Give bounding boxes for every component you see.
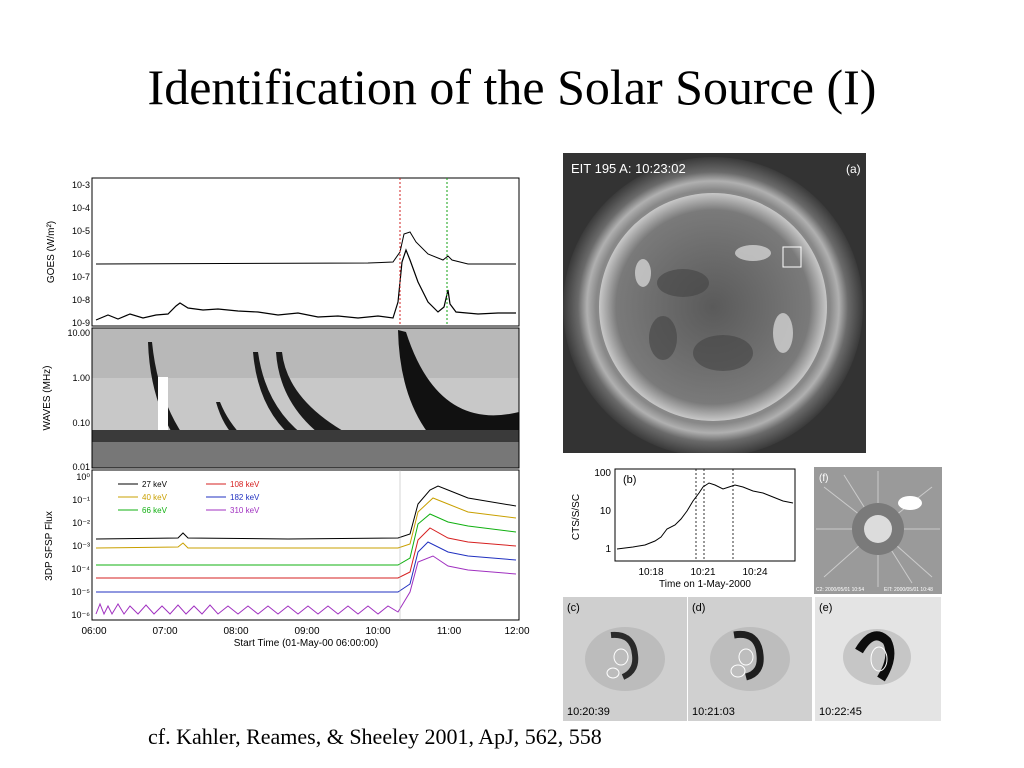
- sfsp-tick: 10⁻⁶: [72, 610, 91, 620]
- panel-a-letter: (a): [846, 162, 861, 176]
- goes-long-curve: [95, 231, 516, 265]
- goes-tick: 10-9: [72, 318, 90, 328]
- panel-d-time: 10:21:03: [692, 706, 735, 718]
- panel-f-caption-right: EIT: 2000/05/01 10:48: [884, 587, 933, 593]
- sfsp-tick: 10⁻¹: [72, 495, 90, 505]
- sfsp-tick: 10⁻⁵: [72, 587, 91, 597]
- goes-tick: 10-8: [72, 295, 90, 305]
- waves-tick: 10.00: [67, 328, 90, 338]
- waves-ylabel: WAVES (MHz): [42, 366, 53, 431]
- x-tick: 07:00: [152, 626, 177, 637]
- panel-d-image: (d) 10:21:03: [688, 597, 812, 721]
- sfsp-panel: 3DP SFSP Flux 10⁰ 10⁻¹ 10⁻² 10⁻³ 10⁻⁴ 10…: [44, 469, 520, 621]
- panel-f-caption-left: C2: 2000/05/01 10:54: [816, 587, 864, 593]
- panel-b-ytick: 1: [605, 544, 611, 555]
- panel-b-ytick: 10: [600, 506, 612, 517]
- goes-ylabel: GOES (W/m²): [46, 221, 57, 283]
- panel-d-letter: (d): [692, 602, 705, 614]
- legend-item: 108 keV: [230, 480, 260, 489]
- panel-e-time: 10:22:45: [819, 706, 862, 718]
- sfsp-tick: 10⁻³: [72, 541, 90, 551]
- slide-title: Identification of the Solar Source (I): [147, 59, 877, 115]
- legend-item: 182 keV: [230, 493, 260, 502]
- panel-c-letter: (c): [567, 602, 580, 614]
- legend-item: 40 keV: [142, 493, 168, 502]
- x-axis-label: Start Time (01-May-00 06:00:00): [234, 638, 379, 649]
- panel-b-letter: (b): [623, 474, 636, 486]
- panel-b-ytick: 100: [594, 468, 611, 479]
- goes-panel: GOES (W/m²) 10-3 10-4 10-5 10-6 10-7 10-…: [46, 177, 520, 328]
- legend-item: 66 keV: [142, 506, 168, 515]
- waves-tick: 1.00: [72, 373, 90, 383]
- goes-tick: 10-4: [72, 203, 90, 213]
- panel-c-image: (c) 10:20:39: [563, 597, 687, 721]
- goes-tick: 10-3: [72, 180, 90, 190]
- time-series-figure: GOES (W/m²) 10-3 10-4 10-5 10-6 10-7 10-…: [42, 177, 530, 649]
- panel-b-ylabel: CTS/S/SC: [571, 494, 582, 540]
- x-tick: 06:00: [81, 626, 106, 637]
- waves-panel: WAVES (MHz) 10.00 1.00 0.10 0.01: [42, 327, 520, 472]
- panel-b-xlabel: Time on 1-May-2000: [659, 579, 751, 590]
- panel-f-letter: (f): [819, 473, 828, 484]
- x-tick: 12:00: [504, 626, 529, 637]
- x-tick: 10:00: [365, 626, 390, 637]
- panel-b-xtick: 10:24: [742, 567, 767, 578]
- waves-tick: 0.10: [72, 418, 90, 428]
- sfsp-tick: 10⁻²: [72, 518, 90, 528]
- goes-short-curve: [95, 248, 516, 321]
- panel-b-xtick: 10:18: [638, 567, 663, 578]
- sfsp-ylabel: 3DP SFSP Flux: [44, 511, 55, 581]
- waves-tick: 0.01: [72, 462, 90, 472]
- x-tick: 08:00: [223, 626, 248, 637]
- goes-tick: 10-5: [72, 226, 90, 236]
- panel-e-letter: (e): [819, 602, 832, 614]
- panel-a-title: EIT 195 A: 10:23:02: [571, 161, 686, 176]
- panel-e-image: (e) 10:22:45: [815, 597, 941, 721]
- sfsp-tick: 10⁻⁴: [71, 564, 90, 574]
- sfsp-tick: 10⁰: [76, 472, 90, 482]
- panel-c-time: 10:20:39: [567, 706, 610, 718]
- goes-tick: 10-6: [72, 249, 90, 259]
- x-tick: 11:00: [437, 626, 462, 637]
- x-tick: 09:00: [294, 626, 319, 637]
- eit-sun-image: EIT 195 A: 10:23:02 (a): [563, 153, 866, 453]
- citation: cf. Kahler, Reames, & Sheeley 2001, ApJ,…: [148, 724, 602, 749]
- goes-tick: 10-7: [72, 272, 90, 282]
- legend-item: 27 keV: [142, 480, 168, 489]
- panel-b-xtick: 10:21: [690, 567, 715, 578]
- panel-f-coronagraph: (f) C2: 2000/05/01 10:54 EIT: 2000/05/01…: [814, 467, 942, 594]
- legend-item: 310 keV: [230, 506, 260, 515]
- panel-b-chart: (b) CTS/S/SC 100 10 1 10:18 10:21 10:24 …: [571, 468, 796, 590]
